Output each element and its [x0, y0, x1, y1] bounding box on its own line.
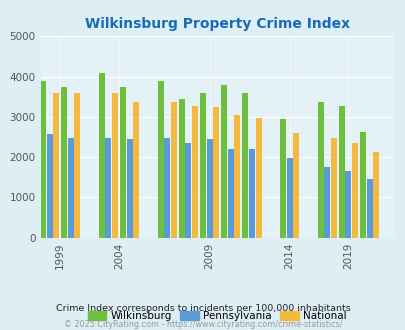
Bar — [68, 138, 74, 238]
Bar — [74, 93, 80, 238]
Bar — [324, 167, 329, 238]
Bar — [351, 143, 357, 238]
Bar — [164, 138, 170, 238]
Bar — [200, 93, 206, 238]
Bar — [112, 93, 118, 238]
Bar — [120, 86, 126, 238]
Bar — [213, 107, 219, 238]
Title: Wilkinsburg Property Crime Index: Wilkinsburg Property Crime Index — [84, 17, 349, 31]
Bar — [227, 149, 233, 238]
Bar — [133, 102, 139, 238]
Bar — [366, 179, 372, 238]
Bar — [126, 139, 132, 238]
Bar — [185, 143, 191, 238]
Bar — [317, 102, 323, 238]
Bar — [242, 93, 248, 238]
Bar — [338, 106, 344, 238]
Bar — [61, 86, 67, 238]
Bar — [279, 119, 286, 238]
Bar — [330, 138, 336, 238]
Bar — [221, 84, 227, 238]
Bar — [105, 138, 111, 238]
Bar — [47, 134, 53, 238]
Legend: Wilkinsburg, Pennsylvania, National: Wilkinsburg, Pennsylvania, National — [83, 307, 350, 326]
Bar — [286, 158, 292, 238]
Bar — [372, 152, 378, 238]
Text: © 2025 CityRating.com - https://www.cityrating.com/crime-statistics/: © 2025 CityRating.com - https://www.city… — [64, 319, 341, 329]
Bar — [345, 171, 351, 238]
Bar — [178, 99, 184, 238]
Bar — [359, 132, 365, 238]
Bar — [248, 149, 254, 238]
Bar — [255, 118, 261, 238]
Bar — [40, 81, 46, 238]
Bar — [192, 106, 198, 238]
Bar — [98, 73, 104, 238]
Text: Crime Index corresponds to incidents per 100,000 inhabitants: Crime Index corresponds to incidents per… — [55, 304, 350, 313]
Bar — [53, 93, 59, 238]
Bar — [292, 133, 298, 238]
Bar — [206, 139, 212, 238]
Bar — [157, 81, 163, 238]
Bar — [171, 102, 176, 238]
Bar — [234, 115, 240, 238]
